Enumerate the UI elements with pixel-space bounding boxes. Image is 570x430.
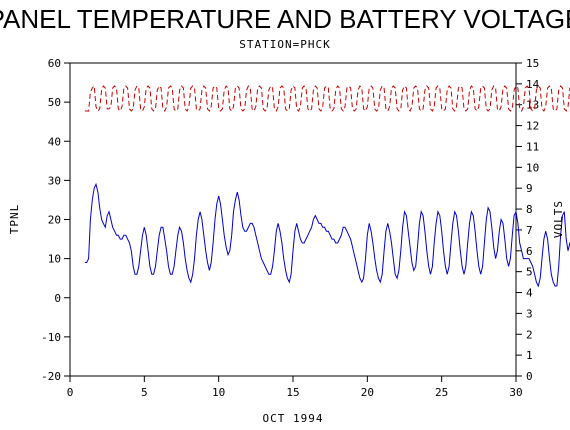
y-right-tick-label: 9: [526, 182, 533, 195]
y-axis-left-label: TPNL: [8, 204, 21, 235]
x-tick-label: 15: [286, 386, 299, 399]
x-tick-label: 25: [435, 386, 448, 399]
x-axis: 0 5 10 15 20 25 30: [67, 376, 523, 399]
y-right-tick-label: 11: [526, 140, 539, 153]
series-line-tpnl: [84, 182, 570, 288]
y-right-tick-label: 7: [526, 224, 533, 237]
x-tick-label: 30: [509, 386, 522, 399]
y-left-tick-label: 60: [48, 57, 61, 70]
y-right-tick-label: 6: [526, 245, 533, 258]
y-right-tick-label: 13: [526, 99, 539, 112]
y-left-tick-label: 30: [48, 174, 61, 187]
series-layer: [84, 84, 570, 288]
y-right-tick-label: 10: [526, 161, 539, 174]
y-axis-right-label: VOLTS: [552, 200, 565, 238]
chart-title: PANEL TEMPERATURE AND BATTERY VOLTAGE: [0, 4, 570, 34]
x-tick-label: 10: [212, 386, 225, 399]
series-line-volts: [84, 84, 570, 112]
y-right-tick-label: 15: [526, 57, 539, 70]
y-right-tick-label: 3: [526, 307, 533, 320]
y-right-tick-label: 2: [526, 328, 533, 341]
x-tick-label: 0: [67, 386, 74, 399]
y-left-tick-label: -10: [41, 331, 61, 344]
y-left-tick-label: -20: [41, 370, 61, 383]
y-left-tick-label: 50: [48, 96, 61, 109]
x-tick-label: 20: [361, 386, 374, 399]
y-left-tick-label: 40: [48, 135, 61, 148]
y-right-tick-label: 14: [526, 78, 540, 91]
y-right-tick-label: 12: [526, 120, 539, 133]
y-left-tick-label: 10: [48, 253, 61, 266]
chart-subtitle: STATION=PHCK: [239, 38, 330, 51]
y-left-tick-label: 0: [54, 292, 61, 305]
y-left-tick-label: 20: [48, 214, 61, 227]
y-right-tick-label: 1: [526, 349, 533, 362]
y-right-tick-label: 5: [526, 266, 533, 279]
y-axis-left: -20 -10 0 10 20 30 40 50 60: [41, 57, 70, 383]
y-right-tick-label: 0: [526, 370, 533, 383]
x-tick-label: 5: [141, 386, 148, 399]
y-right-tick-label: 4: [526, 287, 533, 300]
plot-frame: [69, 62, 517, 377]
y-right-tick-label: 8: [526, 203, 533, 216]
x-axis-label: OCT 1994: [263, 412, 324, 425]
